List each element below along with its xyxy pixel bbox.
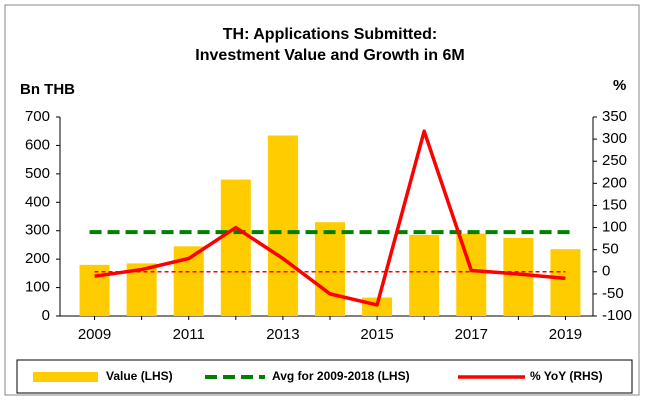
x-tick-label: 2009 [78,326,111,343]
y2-tick-label: 0 [602,263,610,280]
y2-tick-label: 150 [602,196,627,213]
y2-tick-label: 50 [602,241,619,258]
legend-swatch [33,372,98,382]
y-tick-label: 200 [25,250,50,267]
chart-subtitle: Investment Value and Growth in 6M [195,47,464,64]
y2-tick-label: 100 [602,219,627,236]
y-axis-label: Bn THB [20,81,75,98]
bar [503,237,534,316]
y-tick-label: 500 [25,165,50,182]
y2-tick-label: 300 [602,130,627,147]
x-tick-label: 2013 [266,326,299,343]
y-tick-label: 700 [25,108,50,125]
line-series [94,129,566,307]
x-tick-label: 2017 [455,326,488,343]
y-tick-label: 0 [42,307,50,324]
y2-tick-label: -50 [602,285,624,302]
chart-title: TH: Applications Submitted: [223,26,438,43]
y2-tick-label: -100 [602,307,632,324]
y-tick-label: 300 [25,222,50,239]
legend-frame [16,359,633,394]
bar [220,179,251,316]
y2-tick-label: 250 [602,152,627,169]
y-tick-label: 400 [25,193,50,210]
bar [409,234,440,316]
bar [267,135,298,316]
bar [315,222,345,316]
legend-label: Value (LHS) [106,369,173,383]
legend-label: Avg for 2009-2018 (LHS) [272,369,410,383]
bar [550,249,581,316]
y-tick-label: 100 [25,279,50,296]
x-tick-label: 2011 [173,326,205,343]
chart-frame [4,4,640,396]
x-tick-label: 2015 [360,326,393,343]
y2-axis-label: % [613,77,626,94]
bar [456,233,487,316]
y2-tick-label: 350 [602,108,627,125]
y-tick-label: 600 [25,136,50,153]
legend-label: % YoY (RHS) [530,369,603,383]
x-tick-label: 2019 [549,326,582,343]
y2-tick-label: 200 [602,174,627,191]
